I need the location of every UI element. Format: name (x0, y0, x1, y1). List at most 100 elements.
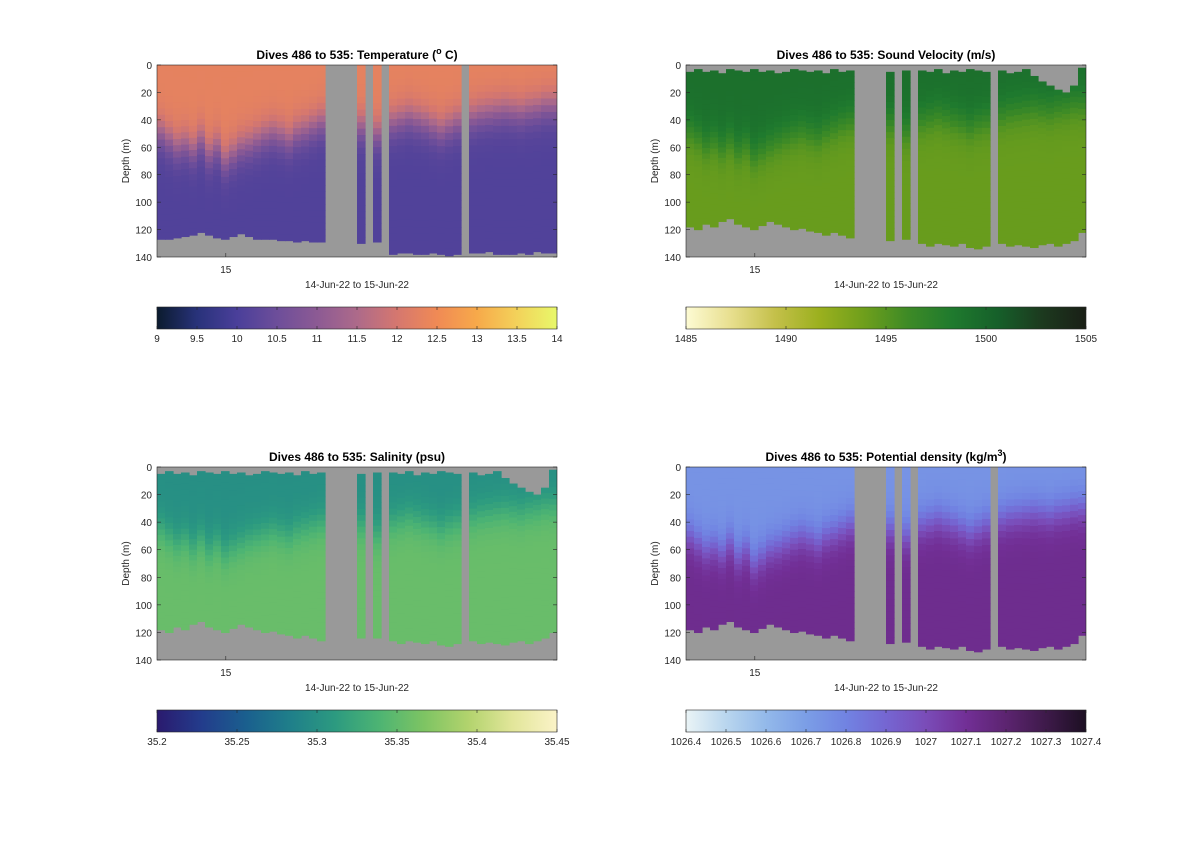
heatmap-cell (1054, 190, 1063, 197)
heatmap-cell (453, 132, 462, 140)
heatmap-cell (1054, 139, 1063, 147)
heatmap-cell (221, 145, 230, 153)
heatmap-cell (966, 158, 975, 166)
heatmap-cell (181, 517, 190, 524)
heatmap-cell (694, 596, 703, 604)
heatmap-cell (269, 625, 278, 632)
heatmap-cell (157, 523, 166, 531)
heatmap-cell (734, 169, 743, 176)
heatmap-cell (205, 71, 214, 78)
colorbar-tick-label: 12 (391, 334, 403, 345)
heatmap-cell (774, 78, 783, 85)
x-axis-label: 14-Jun-22 to 15-Jun-22 (834, 683, 938, 694)
heatmap-cell (1062, 189, 1071, 196)
heatmap-cell (1078, 91, 1086, 98)
heatmap-cell (213, 501, 222, 508)
heatmap-cell (1022, 239, 1031, 247)
heatmap-cell (1070, 85, 1079, 92)
heatmap-cell (1022, 590, 1031, 598)
heatmap-cell (1022, 512, 1031, 520)
heatmap-cell (822, 90, 831, 97)
heatmap-cell (517, 558, 526, 565)
heatmap-cell (846, 154, 855, 161)
heatmap-cell (1014, 518, 1023, 526)
heatmap-cell (173, 213, 182, 220)
heatmap-cell (453, 625, 462, 632)
heatmap-cell (750, 183, 759, 191)
heatmap-cell (814, 497, 823, 504)
heatmap-cell (477, 65, 486, 73)
heatmap-cell (485, 618, 494, 625)
heatmap-cell (469, 212, 478, 220)
heatmap-cell (445, 133, 454, 141)
heatmap-cell (1030, 167, 1039, 175)
heatmap-cell (838, 77, 847, 85)
heatmap-cell (453, 637, 462, 645)
heatmap-cell (477, 226, 486, 234)
heatmap-cell (838, 153, 847, 160)
heatmap-cell (469, 616, 478, 624)
heatmap-cell (293, 574, 302, 581)
heatmap-cell (814, 139, 823, 147)
heatmap-cell (205, 549, 214, 556)
heatmap-cell (982, 583, 991, 592)
heatmap-cell (1070, 185, 1079, 192)
heatmap-cell (830, 69, 839, 76)
heatmap-cell (1022, 75, 1031, 83)
heatmap-cell (694, 531, 703, 539)
heatmap-cell (389, 125, 398, 134)
heatmap-cell (686, 199, 695, 206)
heatmap-cell (309, 620, 318, 627)
heatmap-cell (798, 115, 807, 122)
heatmap-cell (173, 512, 182, 519)
heatmap-cell (357, 485, 366, 493)
heatmap-cell (189, 137, 198, 145)
heatmap-cell (485, 600, 494, 607)
heatmap-cell (405, 543, 414, 551)
heatmap-cell (814, 509, 823, 516)
heatmap-cell (974, 83, 983, 91)
heatmap-cell (229, 512, 238, 519)
heatmap-cell (397, 145, 406, 153)
heatmap-cell (998, 543, 1007, 551)
heatmap-cell (686, 188, 695, 195)
heatmap-cell (774, 581, 783, 588)
heatmap-cell (846, 213, 855, 221)
heatmap-cell (734, 75, 743, 83)
heatmap-cell (197, 497, 206, 504)
heatmap-cell (734, 86, 743, 94)
heatmap-cell (766, 539, 775, 547)
heatmap-cell (798, 595, 807, 603)
heatmap-cell (710, 525, 719, 532)
heatmap-cell (934, 193, 943, 201)
heatmap-cell (1014, 71, 1023, 79)
heatmap-cell (445, 546, 454, 554)
heatmap-cell (1038, 531, 1047, 539)
heatmap-cell (261, 164, 270, 172)
heatmap-cell (173, 132, 182, 140)
heatmap-cell (509, 545, 518, 553)
heatmap-cell (1062, 601, 1071, 609)
heatmap-cell (886, 542, 895, 550)
heatmap-cell (718, 511, 727, 519)
heatmap-cell (790, 614, 799, 622)
heatmap-cell (1014, 164, 1023, 172)
heatmap-cell (958, 639, 967, 647)
heatmap-cell (750, 143, 759, 150)
heatmap-cell (509, 625, 518, 632)
heatmap-cell (493, 132, 502, 140)
heatmap-cell (501, 561, 510, 568)
heatmap-cell (926, 499, 935, 507)
heatmap-cell (197, 476, 206, 483)
heatmap-cell (806, 544, 815, 552)
heatmap-cell (309, 497, 318, 504)
heatmap-cell (277, 159, 286, 166)
heatmap-cell (726, 117, 735, 124)
heatmap-cell (533, 124, 542, 133)
heatmap-cell (734, 489, 743, 497)
heatmap-cell (798, 513, 807, 521)
heatmap-cell (950, 629, 959, 637)
heatmap-cell (301, 221, 310, 229)
heatmap-cell (301, 518, 310, 525)
heatmap-cell (766, 556, 775, 564)
